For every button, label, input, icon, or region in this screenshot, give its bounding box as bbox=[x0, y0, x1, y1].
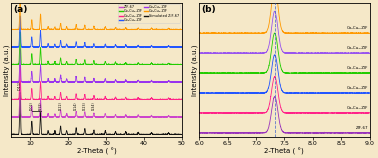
X-axis label: 2-Theta ( °): 2-Theta ( °) bbox=[265, 147, 304, 155]
Text: Co₈Cu₂-ZIF: Co₈Cu₂-ZIF bbox=[347, 86, 368, 90]
Legend: ZIF-67, Co₇Cu₃-ZIF, Co₉Cu₁-ZIF, Co₆Cu₄-ZIF, Co₈Cu₂-ZIF, Co₅Cu₅-ZIF, Simulated ZI: ZIF-67, Co₇Cu₃-ZIF, Co₉Cu₁-ZIF, Co₆Cu₄-Z… bbox=[118, 4, 180, 23]
Text: (223): (223) bbox=[83, 101, 87, 110]
Y-axis label: Intensity (a.u.): Intensity (a.u.) bbox=[191, 44, 198, 96]
Text: (b): (b) bbox=[201, 5, 215, 14]
Text: ZIF-67: ZIF-67 bbox=[355, 126, 368, 130]
Text: Co₇Cu₃-ZIF: Co₇Cu₃-ZIF bbox=[347, 66, 368, 70]
Text: (011): (011) bbox=[18, 80, 22, 90]
Text: (114): (114) bbox=[74, 101, 78, 110]
X-axis label: 2-Theta ( °): 2-Theta ( °) bbox=[77, 147, 116, 155]
Text: Co₆Cu₄-ZIF: Co₆Cu₄-ZIF bbox=[347, 46, 368, 50]
Text: Co₅Cu₅-ZIF: Co₅Cu₅-ZIF bbox=[347, 26, 368, 30]
Text: (002): (002) bbox=[30, 101, 34, 110]
Y-axis label: Intensity (a.u.): Intensity (a.u.) bbox=[3, 44, 10, 96]
Text: (134): (134) bbox=[92, 101, 96, 110]
Text: (112): (112) bbox=[39, 101, 43, 110]
Text: (222): (222) bbox=[59, 101, 63, 110]
Text: (a): (a) bbox=[13, 5, 28, 14]
Text: Co₉Cu₁-ZIF: Co₉Cu₁-ZIF bbox=[347, 106, 368, 110]
